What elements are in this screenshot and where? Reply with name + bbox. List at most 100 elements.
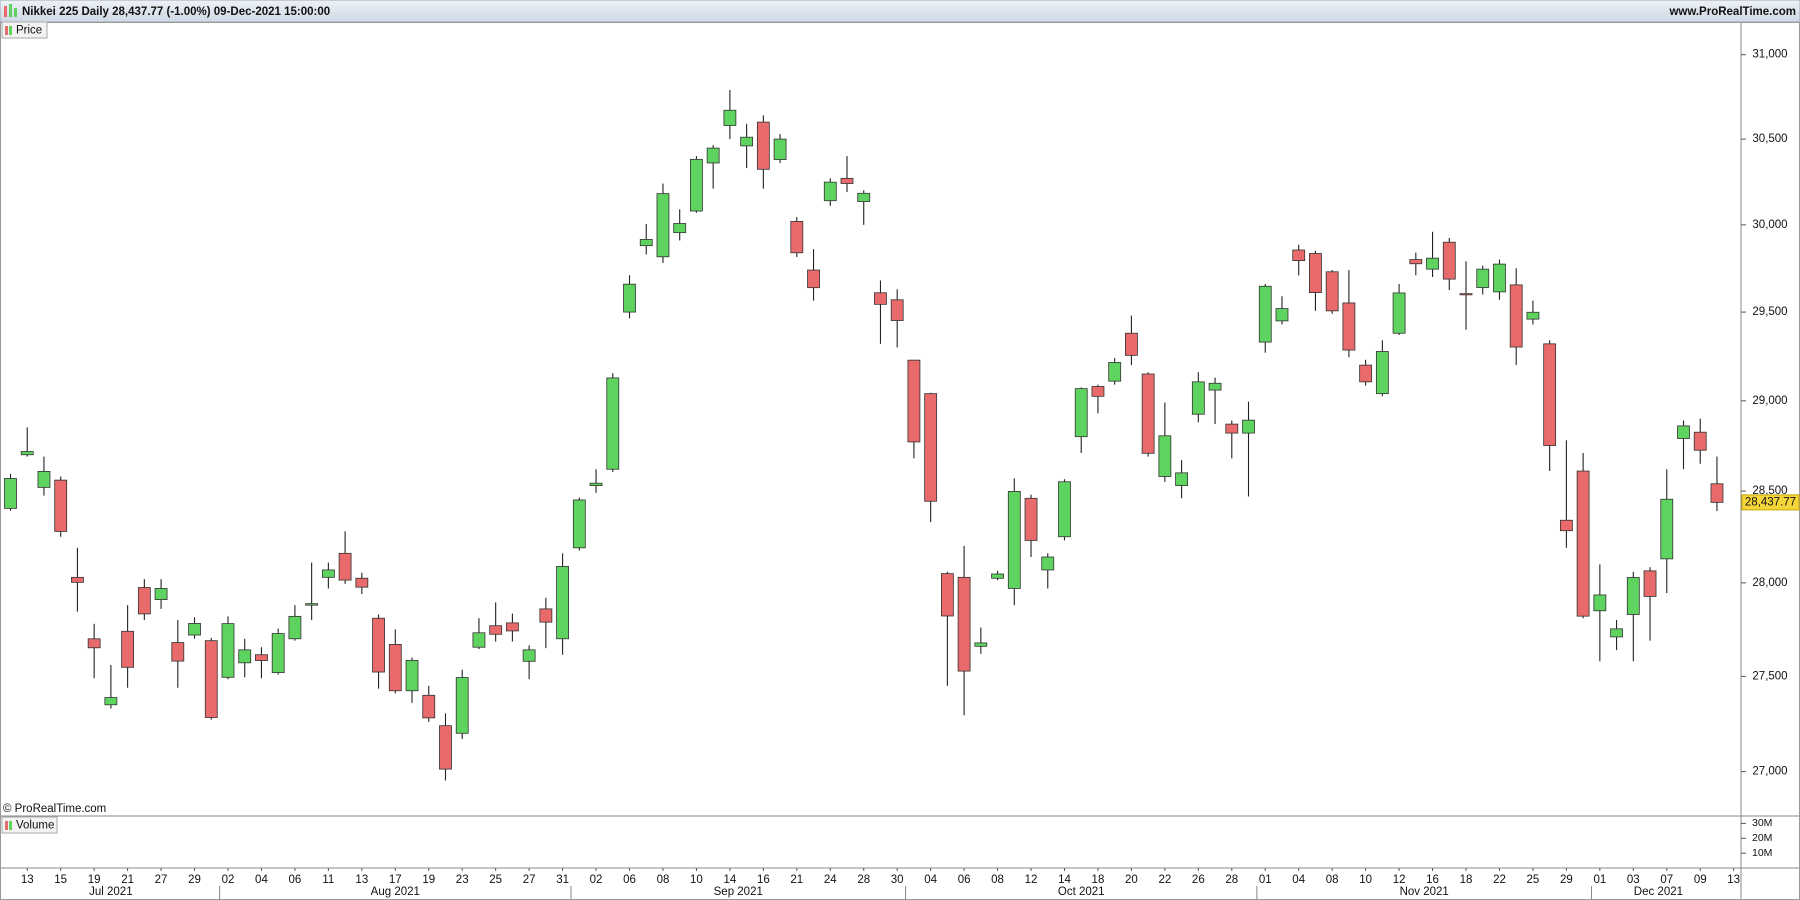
candle-body bbox=[874, 292, 887, 305]
candle-body bbox=[1710, 483, 1724, 503]
x-tick-label: 28 bbox=[857, 874, 870, 886]
candle-body bbox=[1643, 570, 1657, 597]
y-tick-label: 29,000 bbox=[1752, 395, 1787, 407]
candle-body bbox=[1275, 308, 1289, 322]
candle-body bbox=[37, 471, 51, 488]
candle-body bbox=[522, 649, 536, 662]
candle-body bbox=[539, 608, 553, 623]
y-tick-label: 28,500 bbox=[1752, 485, 1787, 497]
volume-pane-tab[interactable] bbox=[1, 816, 58, 834]
candle-body bbox=[255, 654, 268, 661]
candle-body bbox=[974, 642, 988, 647]
x-tick-label: 07 bbox=[1660, 874, 1673, 886]
candle-body bbox=[455, 677, 469, 734]
x-tick-label: 04 bbox=[255, 874, 268, 886]
candle-body bbox=[623, 283, 636, 313]
candle-body bbox=[1125, 332, 1138, 356]
x-tick-label: 21 bbox=[790, 874, 803, 886]
x-tick-label: 13 bbox=[21, 874, 34, 886]
x-tick-label: 25 bbox=[1527, 874, 1540, 886]
candle-body bbox=[20, 451, 34, 456]
candle-body bbox=[121, 630, 135, 668]
candle-body bbox=[1409, 259, 1423, 265]
x-tick-label: 10 bbox=[1359, 874, 1372, 886]
volume-y-tick-label: 20M bbox=[1752, 832, 1772, 844]
candle-body bbox=[1593, 594, 1607, 612]
month-label: Dec 2021 bbox=[1634, 886, 1683, 898]
candle-body bbox=[1509, 284, 1523, 348]
candle-body bbox=[472, 632, 486, 648]
candle-body bbox=[706, 147, 720, 164]
tab-icon bbox=[9, 821, 12, 830]
candle-body bbox=[439, 725, 452, 770]
candle-body bbox=[1325, 271, 1339, 312]
candle-body bbox=[1007, 491, 1021, 589]
candle-body bbox=[840, 177, 854, 184]
candle-body bbox=[740, 136, 754, 147]
candle-body bbox=[204, 640, 218, 718]
candle-body bbox=[388, 644, 402, 692]
x-tick-label: 03 bbox=[1627, 874, 1640, 886]
candle-body bbox=[87, 638, 101, 649]
candle-body bbox=[1693, 431, 1707, 451]
x-tick-label: 22 bbox=[1493, 874, 1506, 886]
last-price-label: 28,437.77 bbox=[1745, 496, 1796, 508]
last-price-box bbox=[1741, 494, 1800, 511]
candle-body bbox=[1108, 362, 1122, 382]
candle-body bbox=[1258, 285, 1272, 343]
tab-icon bbox=[5, 821, 8, 830]
y-tick-label: 30,000 bbox=[1752, 219, 1787, 231]
month-label: Nov 2021 bbox=[1400, 886, 1449, 898]
candle-body bbox=[271, 633, 285, 674]
candle-body bbox=[338, 552, 352, 581]
month-label: Jul 2021 bbox=[89, 886, 132, 898]
candle-body bbox=[1141, 373, 1155, 454]
x-tick-label: 06 bbox=[958, 874, 971, 886]
candle-body bbox=[673, 223, 687, 234]
candle-body bbox=[1208, 382, 1222, 391]
candle-body bbox=[1342, 302, 1356, 351]
candle-body bbox=[890, 299, 904, 321]
candle-body bbox=[1543, 343, 1557, 446]
candle-body bbox=[422, 694, 436, 719]
candle-body bbox=[1074, 388, 1088, 438]
y-tick-label: 30,500 bbox=[1752, 133, 1787, 145]
x-tick-label: 13 bbox=[355, 874, 368, 886]
candle-body bbox=[154, 588, 168, 600]
copyright: © ProRealTime.com bbox=[3, 803, 106, 815]
price-pane-label: Price bbox=[16, 25, 42, 37]
candle-body bbox=[1576, 470, 1590, 617]
x-tick-label: 11 bbox=[322, 874, 334, 886]
candle-body bbox=[773, 138, 787, 160]
candle-body bbox=[940, 573, 954, 617]
volume-y-tick-label: 30M bbox=[1752, 817, 1772, 829]
candle-body bbox=[1426, 257, 1439, 270]
x-tick-label: 23 bbox=[456, 874, 469, 886]
x-tick-label: 26 bbox=[1192, 874, 1205, 886]
x-tick-label: 31 bbox=[556, 874, 569, 886]
candle-body bbox=[1091, 386, 1105, 397]
candle-body bbox=[1476, 268, 1490, 288]
candle-body bbox=[589, 482, 603, 486]
x-tick-label: 13 bbox=[1727, 874, 1740, 886]
x-tick-label: 08 bbox=[657, 874, 670, 886]
candle-body bbox=[1526, 311, 1540, 320]
x-tick-label: 27 bbox=[523, 874, 536, 886]
candle-body bbox=[1493, 263, 1506, 293]
candle-body bbox=[1058, 481, 1071, 538]
y-tick-label: 27,000 bbox=[1752, 766, 1787, 778]
x-tick-label: 22 bbox=[1158, 874, 1171, 886]
x-tick-label: 14 bbox=[723, 874, 736, 886]
candle-body bbox=[4, 478, 17, 509]
candle-body bbox=[321, 569, 335, 578]
x-tick-label: 30 bbox=[891, 874, 904, 886]
price-pane-tab[interactable] bbox=[1, 21, 48, 39]
x-tick-label: 19 bbox=[422, 874, 435, 886]
candle-body bbox=[372, 617, 385, 673]
candle-body bbox=[505, 622, 519, 632]
candle-body bbox=[1041, 556, 1055, 571]
candle-body bbox=[606, 377, 620, 470]
candle-body bbox=[305, 603, 319, 606]
candle-body bbox=[756, 121, 770, 170]
